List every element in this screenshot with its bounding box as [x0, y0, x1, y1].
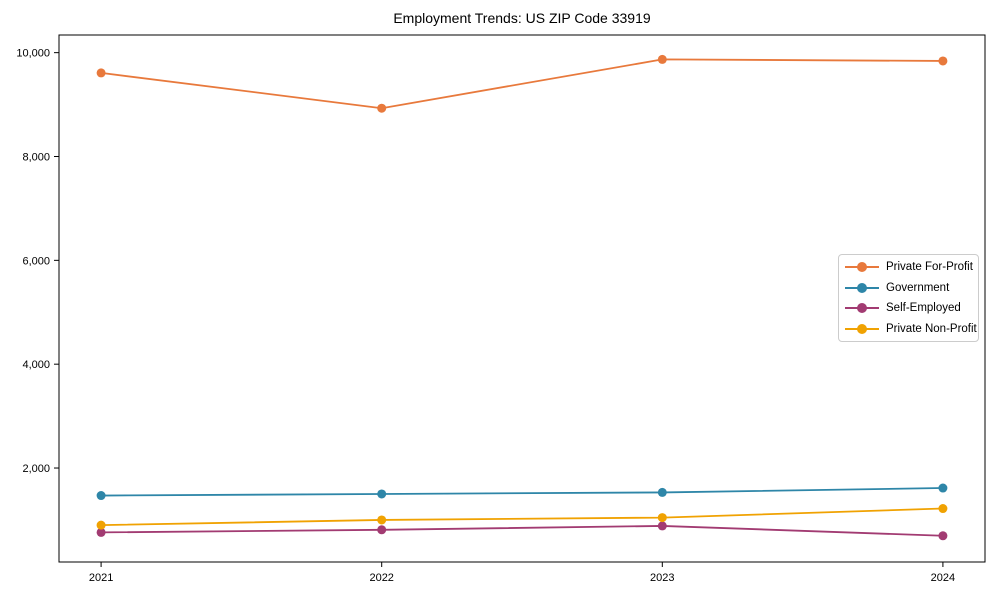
legend-line-marker-icon	[845, 262, 879, 273]
legend-label: Private For-Profit	[886, 261, 973, 274]
legend-label: Government	[886, 281, 950, 294]
legend-item: Government	[845, 278, 972, 298]
data-point-marker	[938, 56, 948, 66]
data-point-marker	[938, 531, 948, 541]
y-tick-label: 2,000	[22, 463, 50, 475]
data-point-marker	[938, 504, 948, 514]
y-tick-label: 6,000	[22, 255, 50, 267]
legend-line-marker-icon	[845, 282, 879, 293]
data-point-marker	[96, 527, 106, 537]
data-point-marker	[96, 491, 106, 501]
legend-dot	[857, 303, 867, 314]
legend: Private For-Profit Government Self-Employe…	[838, 254, 979, 342]
x-tick-label: 2022	[369, 572, 393, 584]
data-point-marker	[96, 68, 106, 78]
data-point-marker	[377, 489, 387, 499]
data-point-marker	[657, 54, 667, 64]
legend-item: Private For-Profit	[845, 257, 973, 277]
x-tick-label: 2023	[650, 572, 674, 584]
legend-line-marker-icon	[845, 323, 879, 334]
series-line	[100, 58, 943, 110]
legend-item: Self-Employed	[845, 298, 972, 318]
x-tick-label: 2024	[931, 572, 955, 584]
series-line	[101, 525, 943, 537]
data-point-marker	[377, 515, 387, 525]
y-tick-label: 8,000	[22, 151, 50, 163]
data-point-marker	[96, 520, 106, 530]
legend-dot	[857, 282, 867, 293]
legend-dot	[857, 323, 867, 334]
series-line	[101, 507, 943, 527]
data-point-marker	[377, 103, 387, 113]
x-tick-label: 2021	[89, 572, 113, 584]
y-tick-label: 10,000	[16, 48, 50, 60]
chart-title: Employment Trends: US ZIP Code 33919	[393, 10, 651, 26]
data-point-marker	[938, 483, 948, 493]
legend-label: Self-Employed	[886, 302, 961, 315]
data-point-marker	[657, 521, 667, 531]
plot-border	[58, 34, 986, 563]
series-line	[101, 487, 943, 497]
y-tick-label: 4,000	[22, 359, 50, 371]
legend-label: Private Non-Profit	[886, 322, 977, 335]
legend-item: Private Non-Profit	[845, 319, 977, 339]
data-point-marker	[657, 513, 667, 523]
data-point-marker	[657, 487, 667, 497]
data-point-marker	[377, 525, 387, 535]
legend-line-marker-icon	[845, 303, 879, 314]
legend-dot	[857, 262, 867, 273]
